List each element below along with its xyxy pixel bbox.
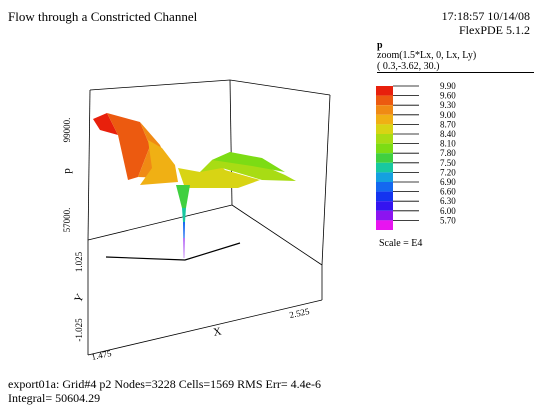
spike-cyan	[182, 208, 186, 222]
legend-view: ( 0.3,-3.62, 30.)	[377, 61, 440, 72]
timestamp: 17:18:57 10/14/08	[441, 9, 530, 23]
legend-level-label: 9.30	[440, 100, 456, 110]
y-axis-label: Y	[72, 292, 86, 305]
z-tick-max: 99000.	[62, 118, 72, 143]
surface-bands	[93, 113, 296, 188]
legend-level-label: 7.80	[440, 148, 456, 158]
legend-swatch	[376, 201, 393, 211]
y-tick-min: -1.025	[74, 318, 84, 342]
legend-level-label: 6.60	[440, 187, 456, 197]
footer-integral: Integral= 50604.29	[8, 391, 101, 405]
legend-swatch	[376, 210, 393, 221]
z-axis-label: p	[61, 168, 73, 174]
legend-level-label: 6.30	[440, 196, 456, 206]
surface-band-orange	[107, 113, 150, 180]
legend-level-label: 6.00	[440, 206, 456, 216]
legend-zoom: zoom(1.5*Lx, 0, Lx, Ly)	[377, 50, 477, 61]
legend-swatch	[376, 134, 393, 144]
legend-level-label: 9.90	[440, 81, 456, 91]
legend-swatch	[376, 191, 393, 202]
legend-swatch	[376, 162, 393, 173]
legend-level-label: 9.00	[440, 110, 456, 120]
legend-variable: p	[377, 40, 383, 51]
legend-swatch	[376, 153, 393, 163]
y-tick-max: 1.025	[74, 251, 84, 272]
legend-level-label: 6.90	[440, 177, 456, 187]
legend-level-label: 8.10	[440, 139, 456, 149]
legend-level-label: 8.70	[440, 119, 456, 129]
legend-swatch	[376, 220, 393, 230]
legend-swatch	[376, 172, 393, 182]
spike-blue	[183, 222, 185, 238]
legend-separator	[377, 72, 534, 73]
legend-level-label: 8.40	[440, 129, 456, 139]
spike-green	[176, 185, 190, 208]
legend-swatch	[376, 124, 393, 134]
surface-band-yellow	[178, 160, 260, 188]
surface-band-gold	[140, 140, 178, 185]
surface-band-high	[93, 113, 118, 135]
legend-level-label: 7.50	[440, 158, 456, 168]
surface-spike	[176, 185, 190, 258]
legend-level-label: 5.70	[440, 215, 456, 225]
legend-swatch	[376, 95, 393, 106]
surface-plot: 99000. p 57000. 1.025 Y -1.025 1.475 X 2…	[61, 79, 331, 362]
plot-title: Flow through a Constricted Channel	[8, 9, 198, 24]
legend-level-label: 7.20	[440, 167, 456, 177]
spike-violet	[183, 238, 185, 258]
footer-stats: export01a: Grid#4 p2 Nodes=3228 Cells=15…	[8, 377, 321, 391]
surface-band-green	[212, 152, 285, 172]
legend-scale-note: Scale = E4	[379, 238, 423, 249]
x-tick-min: 1.475	[90, 348, 112, 362]
plot-box	[87, 79, 331, 356]
legend-swatch	[376, 143, 393, 154]
legend-swatch	[376, 114, 393, 125]
z-tick-min: 57000.	[62, 208, 72, 233]
legend-swatch	[376, 86, 393, 96]
software-version: FlexPDE 5.1.2	[458, 23, 530, 37]
legend-swatch	[376, 182, 393, 192]
floor-trace	[105, 242, 241, 261]
legend-level-label: 9.60	[440, 91, 456, 101]
x-tick-max: 2.525	[288, 306, 310, 320]
x-axis-label: X	[212, 325, 222, 338]
legend-swatch	[376, 105, 393, 115]
color-legend: 9.909.609.309.008.708.408.107.807.507.20…	[376, 81, 456, 230]
